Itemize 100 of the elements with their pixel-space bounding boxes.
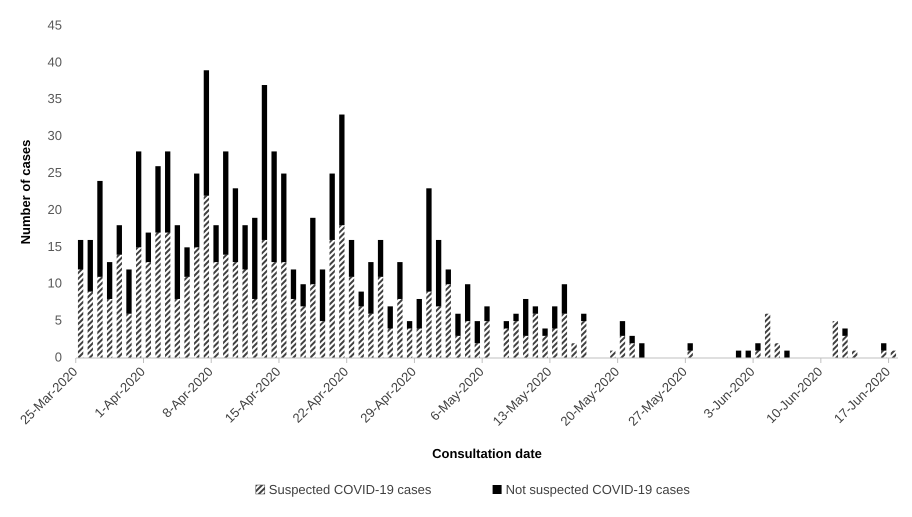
bar (184, 276, 190, 358)
bar (388, 306, 393, 328)
bar (852, 350, 858, 358)
y-tick-label: 25 (48, 164, 62, 180)
bar (136, 151, 142, 248)
bar (542, 328, 548, 336)
bar (832, 321, 838, 358)
bar (78, 269, 84, 358)
bar (523, 336, 528, 358)
bar (629, 336, 635, 344)
bar (464, 321, 470, 358)
bar (194, 174, 200, 248)
bar (639, 343, 644, 358)
bar (426, 188, 432, 292)
y-tick-label: 45 (48, 17, 62, 32)
bar (78, 240, 84, 270)
bar (116, 254, 122, 358)
y-tick-label: 40 (48, 54, 62, 70)
bar (300, 306, 306, 358)
legend-label: Suspected COVID-19 cases (268, 482, 432, 497)
bar (165, 232, 170, 358)
y-tick-label: 5 (54, 312, 62, 328)
bar (881, 343, 886, 351)
bar (155, 166, 161, 233)
bar (542, 336, 548, 358)
bar (746, 350, 751, 358)
bar (562, 284, 568, 314)
bar (446, 284, 451, 358)
bar (232, 262, 238, 358)
bar (330, 240, 335, 358)
bar (755, 343, 761, 351)
bar (320, 321, 326, 358)
bar (204, 196, 210, 358)
bar (223, 254, 228, 358)
bar (88, 240, 93, 292)
bar (455, 314, 461, 336)
bar (146, 232, 151, 262)
bar (155, 232, 161, 358)
bar (358, 292, 364, 306)
bar (504, 328, 510, 358)
legend-label: Not suspected COVID-19 cases (506, 482, 690, 497)
bar (126, 314, 132, 358)
bar (146, 262, 151, 358)
bar (339, 114, 345, 226)
bar (271, 262, 277, 358)
bar (378, 276, 384, 358)
bar (320, 269, 326, 322)
bar (348, 276, 354, 358)
bar (484, 306, 490, 322)
bar (339, 225, 345, 358)
bar (232, 188, 238, 262)
bar (358, 306, 364, 358)
bar (436, 306, 442, 358)
bar (204, 70, 210, 196)
bar (455, 336, 461, 358)
bar (184, 247, 190, 277)
x-axis-title: Consultation date (432, 446, 542, 461)
bar (620, 321, 626, 336)
bar (174, 298, 180, 358)
bar (842, 336, 848, 358)
bar (262, 240, 268, 358)
bar (532, 306, 538, 314)
bar (106, 262, 112, 299)
bar (504, 321, 510, 328)
y-tick-label: 15 (48, 238, 62, 254)
bar (610, 350, 616, 358)
bar (106, 298, 112, 358)
bar (436, 240, 442, 306)
y-tick-label: 35 (48, 91, 62, 106)
bar (397, 298, 403, 358)
bar (581, 321, 586, 358)
bar (571, 343, 577, 358)
bar (513, 314, 519, 322)
bar (194, 247, 200, 358)
y-tick-label: 10 (48, 276, 62, 291)
bar (88, 292, 93, 358)
bar (97, 180, 103, 277)
bar (136, 247, 142, 358)
bar (281, 262, 286, 358)
bar (330, 174, 335, 240)
bar (581, 314, 586, 322)
bar (562, 314, 568, 358)
bar (281, 174, 286, 262)
bar (881, 350, 886, 358)
bar (474, 343, 480, 358)
bar (223, 151, 228, 255)
bar (242, 269, 248, 358)
bar (97, 276, 103, 358)
bar (252, 218, 258, 299)
bar (446, 269, 451, 284)
bar (464, 284, 470, 322)
bar (764, 314, 770, 358)
y-axis-title: Number of cases (18, 140, 33, 244)
bar (397, 262, 403, 299)
bar (262, 85, 268, 240)
bar (688, 343, 693, 351)
bar (406, 321, 412, 328)
bar (388, 328, 393, 358)
bar (213, 225, 219, 262)
bar (629, 343, 635, 358)
